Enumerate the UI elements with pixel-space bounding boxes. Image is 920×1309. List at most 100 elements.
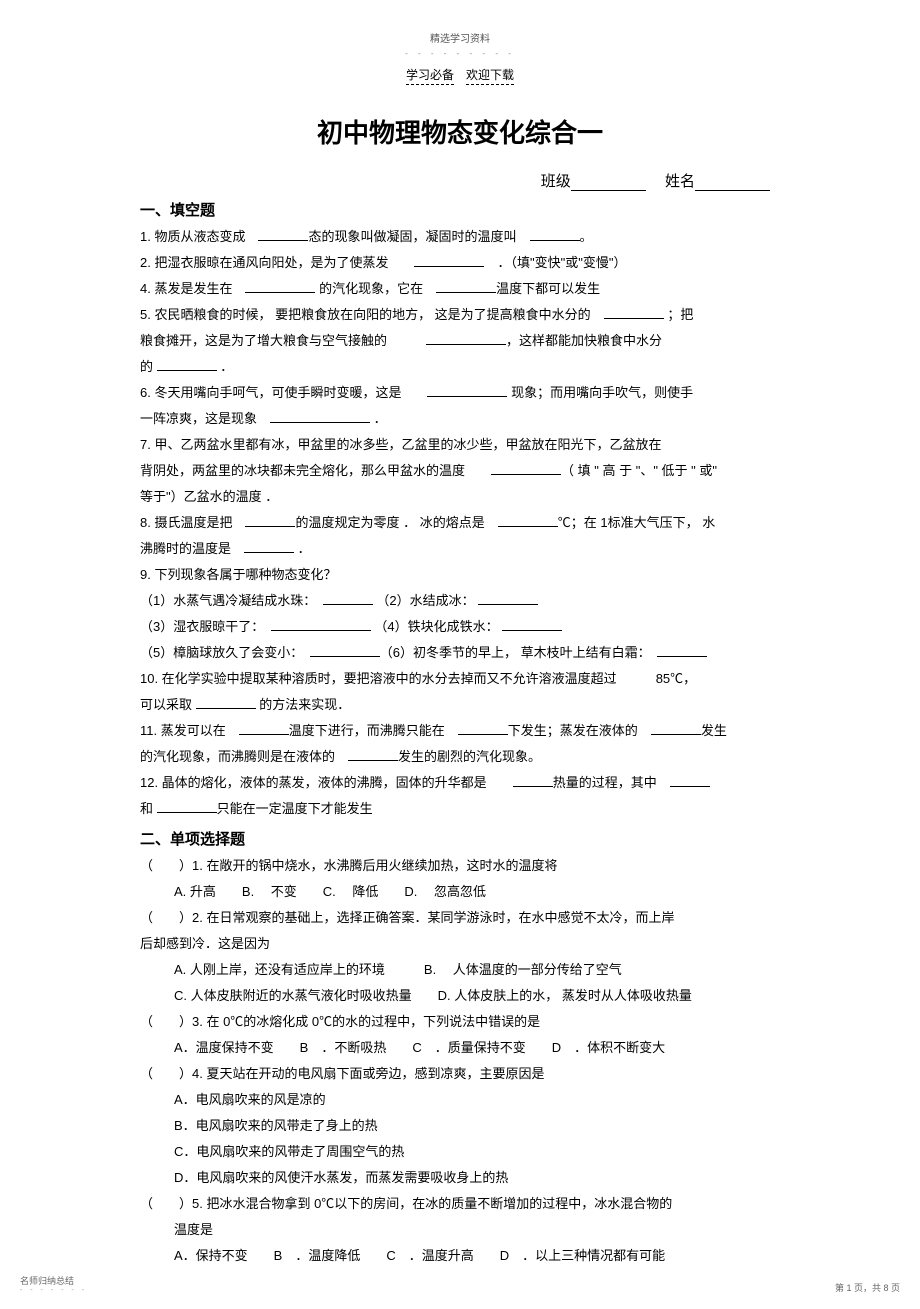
- name-label: 姓名: [665, 173, 695, 190]
- top-note: 精选学习资料: [140, 30, 780, 45]
- blank: [498, 513, 558, 527]
- c-q5: （ ）5. 把冰水混合物拿到 0℃以下的房间，在冰的质量不断增加的过程中，冰水混…: [140, 1191, 780, 1217]
- blank: [245, 279, 315, 293]
- footer-right: 第 1 页，共 8 页: [835, 1281, 900, 1294]
- blank: [426, 331, 506, 345]
- blank: [604, 305, 664, 319]
- blank: [657, 643, 707, 657]
- c-q3-opts: A．温度保持不变 B ．不断吸热 C ．质量保持不变 D ．体积不断变大: [140, 1035, 780, 1061]
- q5f: ．: [220, 359, 233, 374]
- q5d: ，这样都能加快粮食中水分: [506, 333, 662, 348]
- q4a: 4. 蒸发是发生在: [140, 281, 232, 296]
- q4c: 温度下都可以发生: [496, 281, 600, 296]
- q9-3a: （3）湿衣服晾干了：: [140, 619, 258, 634]
- c-q2-optsA: A. 人刚上岸，还没有适应岸上的环境 B. 人体温度的一部分传给了空气: [140, 957, 780, 983]
- blank: [427, 383, 507, 397]
- q11a: 11. 蒸发可以在: [140, 723, 226, 738]
- blank: [436, 279, 496, 293]
- name-blank: [695, 175, 770, 191]
- blank: [670, 773, 710, 787]
- top-dots: - - - - - - - - -: [140, 49, 780, 58]
- class-label: 班级: [541, 173, 571, 190]
- blank: [414, 253, 484, 267]
- q10a: 10. 在化学实验中提取某种溶质时，要把溶液中的水分去掉而又不允许溶液温度超过: [140, 671, 617, 686]
- footer-left: 名师归纳总结 - - - - - - -: [20, 1274, 87, 1294]
- fill-questions: 1. 物质从液态变成 态的现象叫做凝固，凝固时的温度叫 。 2. 把湿衣服晾在通…: [140, 224, 780, 822]
- q8d: 沸腾时的温度是: [140, 541, 231, 556]
- blank: [530, 227, 580, 241]
- c-q1: （ ）1. 在敞开的锅中烧水，水沸腾后用火继续加热，这时水的温度将: [140, 853, 780, 879]
- q7b: 背阴处，两盆里的冰块都未完全熔化，那么甲盆水的温度: [140, 463, 465, 478]
- q9-3b: （4）铁块化成铁水：: [374, 619, 498, 634]
- q10d: 的方法来实现．: [259, 697, 350, 712]
- section-2-header: 二、单项选择题: [140, 828, 780, 849]
- blank: [239, 721, 289, 735]
- q11e: 的汽化现象，而沸腾则是在液体的: [140, 749, 335, 764]
- q6b: 现象；而用嘴向手吹气，则使手: [511, 385, 693, 400]
- blank: [244, 539, 294, 553]
- header-right: 欢迎下载: [466, 68, 514, 85]
- q7c: （ 填 " 高 于 "、" 低于 " 或": [561, 463, 717, 478]
- class-name-row: 班级 姓名: [140, 170, 780, 191]
- c-q4d: D．电风扇吹来的风使汗水蒸发，而蒸发需要吸收身上的热: [140, 1165, 780, 1191]
- choice-questions: （ ）1. 在敞开的锅中烧水，水沸腾后用火继续加热，这时水的温度将 A. 升高 …: [140, 853, 780, 1269]
- q5b: ；把: [667, 307, 693, 322]
- c-q4: （ ）4. 夏天站在开动的电风扇下面或旁边，感到凉爽，主要原因是: [140, 1061, 780, 1087]
- section-1-header: 一、填空题: [140, 199, 780, 220]
- c-q2-optsC: C. 人体皮肤附近的水蒸气液化时吸收热量 D. 人体皮肤上的水， 蒸发时从人体吸…: [140, 983, 780, 1009]
- blank: [348, 747, 398, 761]
- c-q5-opts: A．保持不变 B ．温度降低 C ．温度升高 D ．以上三种情况都有可能: [140, 1243, 780, 1269]
- blank: [270, 409, 370, 423]
- blank: [157, 799, 217, 813]
- q1c: 。: [580, 229, 593, 244]
- q9-5a: （5）樟脑球放久了会变小：: [140, 645, 297, 660]
- q6d: ．: [374, 411, 387, 426]
- q5e: 的: [140, 359, 153, 374]
- q8a: 8. 摄氏温度是把: [140, 515, 232, 530]
- q5c: 粮食摊开，这是为了增大粮食与空气接触的: [140, 333, 387, 348]
- blank: [271, 617, 371, 631]
- header-left: 学习必备: [406, 68, 454, 85]
- c-q1-opts: A. 升高 B. 不变 C. 降低 D. 忽高忽低: [140, 879, 780, 905]
- c-q4b: B．电风扇吹来的风带走了身上的热: [140, 1113, 780, 1139]
- q11c: 下发生；蒸发在液体的: [508, 723, 638, 738]
- class-blank: [571, 175, 646, 191]
- c-q2: （ ）2. 在日常观察的基础上，选择正确答案．某同学游泳时，在水中感觉不太冷，而…: [140, 905, 780, 931]
- q9-1b: （2）水结成冰：: [376, 593, 474, 608]
- q12c: 和: [140, 801, 153, 816]
- q12d: 只能在一定温度下才能发生: [217, 801, 373, 816]
- blank: [310, 643, 380, 657]
- blank: [491, 461, 561, 475]
- q9-5b: （6）初冬季节的早上， 草木枝叶上结有白霜：: [380, 645, 644, 660]
- q9: 9. 下列现象各属于哪种物态变化？: [140, 567, 336, 582]
- blank: [651, 721, 701, 735]
- q11d: 发生: [701, 723, 727, 738]
- q1b: 态的现象叫做凝固，凝固时的温度叫: [308, 229, 516, 244]
- q10c: 可以采取: [140, 697, 192, 712]
- blank: [245, 513, 295, 527]
- q8e: ．: [298, 541, 311, 556]
- q1a: 1. 物质从液态变成: [140, 229, 245, 244]
- q10b: 85℃，: [656, 671, 696, 686]
- q12a: 12. 晶体的熔化，液体的蒸发，液体的沸腾，固体的升华都是: [140, 775, 487, 790]
- q8b: 的温度规定为零度 ． 冰的熔点是: [295, 515, 484, 530]
- q7a: 7. 甲、乙两盆水里都有冰，甲盆里的冰多些，乙盆里的冰少些，甲盆放在阳光下，乙盆…: [140, 437, 661, 452]
- q11b: 温度下进行，而沸腾只能在: [289, 723, 445, 738]
- q6c: 一阵凉爽，这是现象: [140, 411, 257, 426]
- q11f: 发生的剧烈的汽化现象。: [398, 749, 541, 764]
- page-title: 初中物理物态变化综合一: [140, 113, 780, 150]
- blank: [196, 695, 256, 709]
- c-q4a: A．电风扇吹来的风是凉的: [140, 1087, 780, 1113]
- c-q2b: 后却感到冷．这是因为: [140, 931, 780, 957]
- q2a: 2. 把湿衣服晾在通风向阳处，是为了使蒸发: [140, 255, 388, 270]
- blank: [157, 357, 217, 371]
- q7d: 等于"）乙盆水的温度 ．: [140, 489, 278, 504]
- q12b: 热量的过程，其中: [553, 775, 657, 790]
- q9-1a: （1）水蒸气遇冷凝结成水珠：: [140, 593, 310, 608]
- c-q5b: 温度是: [140, 1217, 780, 1243]
- footer-left-text: 名师归纳总结: [20, 1274, 87, 1287]
- q8c: ℃；在 1标准大气压下， 水: [558, 515, 715, 530]
- q2b: ．（填"变快"或"变慢"）: [498, 255, 627, 270]
- blank: [513, 773, 553, 787]
- blank: [478, 591, 538, 605]
